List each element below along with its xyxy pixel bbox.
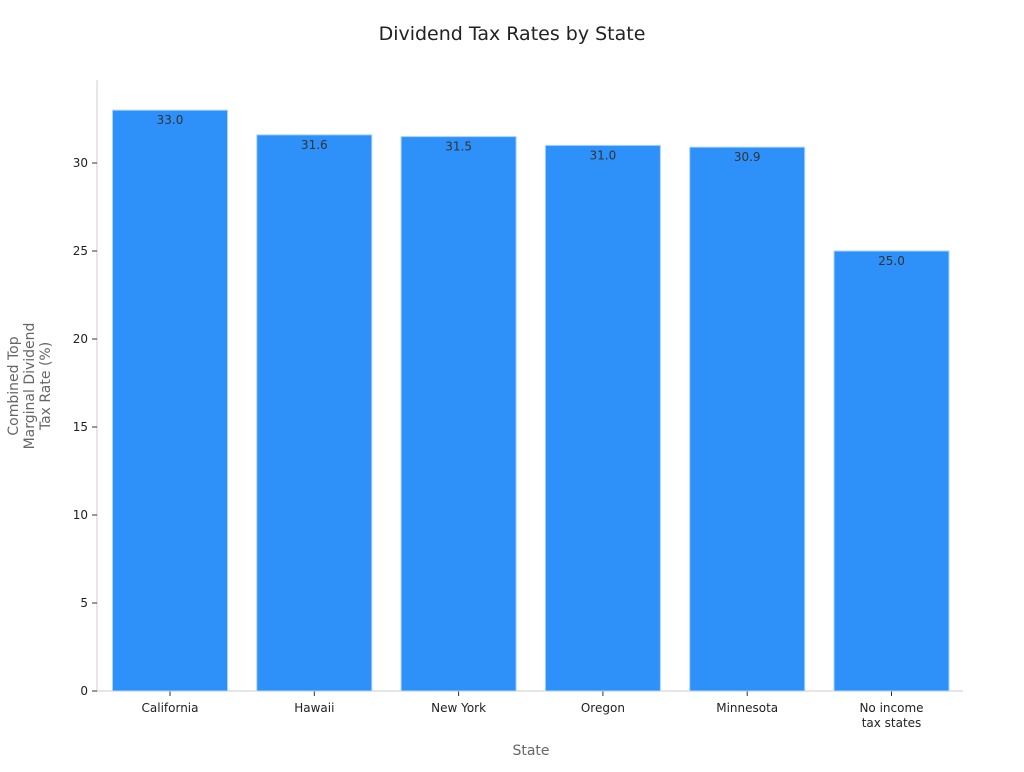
y-tick-label: 15 <box>73 420 88 434</box>
x-tick-label: Minnesota <box>716 701 778 715</box>
data-label: 31.0 <box>590 148 617 162</box>
data-label: 31.5 <box>445 140 472 154</box>
bar <box>833 250 950 692</box>
x-tick-label: New York <box>431 701 486 715</box>
x-axis-label: State <box>512 743 549 759</box>
bar <box>400 136 517 692</box>
chart-title: Dividend Tax Rates by State <box>379 23 646 45</box>
y-tick-label: 30 <box>73 156 88 170</box>
x-tick-label: Hawaii <box>294 701 334 715</box>
y-tick-label: 0 <box>80 684 88 698</box>
y-tick-label: 5 <box>80 596 88 610</box>
bar <box>689 146 806 692</box>
x-tick-label: California <box>142 701 199 715</box>
data-label: 33.0 <box>157 113 184 127</box>
data-label: 31.6 <box>301 138 328 152</box>
y-tick-label: 25 <box>73 244 88 258</box>
bar <box>256 134 373 692</box>
x-tick-label: Oregon <box>581 701 625 715</box>
y-tick-label: 20 <box>73 332 88 346</box>
x-tick-label: No income tax states <box>859 701 923 730</box>
y-tick-label: 10 <box>73 508 88 522</box>
y-axis-label: Combined TopMarginal DividendTax Rate (%… <box>6 323 54 450</box>
bar <box>544 144 661 692</box>
data-label: 25.0 <box>878 254 905 268</box>
data-label: 30.9 <box>734 150 761 164</box>
bar <box>112 109 228 692</box>
